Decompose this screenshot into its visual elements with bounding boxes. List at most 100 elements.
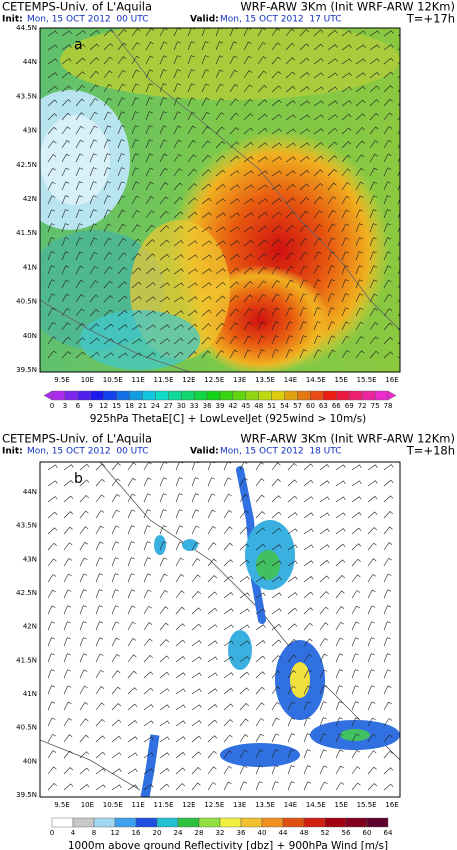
wind-barb [255, 592, 266, 599]
wind-barb [351, 669, 359, 679]
wind-barb [131, 125, 139, 135]
colorbar-bin [177, 817, 200, 828]
wind-barb [103, 323, 114, 331]
wind-barb [367, 733, 377, 743]
wind-barb [79, 605, 87, 615]
wind-barb [285, 349, 293, 359]
wind-barb [287, 749, 295, 759]
wind-barb [299, 57, 310, 65]
wind-barb [255, 527, 266, 535]
wind-barb [127, 752, 138, 759]
wind-barb [111, 557, 119, 567]
wind-barb [335, 590, 345, 599]
wind-barb [355, 237, 363, 247]
wind-barb [351, 733, 360, 743]
wind-barb [255, 494, 265, 503]
wind-barb [243, 267, 254, 275]
lon-label: 10E [81, 801, 94, 809]
wind-barb [143, 752, 154, 759]
wind-barb [63, 558, 73, 567]
lon-label: 14E [284, 376, 297, 384]
wind-barb [271, 99, 282, 107]
wind-barb [223, 526, 233, 535]
lat-label: 40.5N [16, 298, 37, 306]
wind-barb [159, 268, 170, 275]
wind-barb [257, 335, 266, 345]
colorbar-tick: 64 [384, 829, 393, 837]
wind-barb [287, 560, 298, 567]
wind-barb [303, 733, 311, 743]
wind-barb [341, 154, 351, 163]
wind-barb [223, 687, 234, 695]
wind-barb [95, 557, 104, 567]
wind-barb [79, 463, 90, 471]
colorbar-tick: 28 [195, 829, 204, 837]
wind-barb [319, 701, 327, 711]
wind-barb [131, 139, 139, 149]
wind-barb [367, 527, 378, 535]
wind-barb [327, 29, 338, 37]
wind-barb [47, 574, 57, 583]
wind-barb [257, 128, 268, 135]
wind-barb [207, 735, 218, 743]
wind-barb [143, 573, 152, 583]
wind-barb [75, 209, 83, 219]
wind-barb [79, 495, 90, 503]
wind-barb [111, 494, 121, 503]
wind-barb [271, 307, 280, 317]
wind-barb [255, 718, 265, 727]
wind-barb [313, 100, 324, 107]
colorbar-bin [72, 817, 95, 828]
wind-barb [95, 573, 103, 583]
colorbar-tick: 36 [203, 402, 212, 410]
wind-barb [223, 703, 234, 711]
wind-barb [207, 766, 217, 775]
wind-barb [63, 669, 71, 679]
colorbar-tick: 48 [254, 402, 263, 410]
wind-barb [299, 128, 310, 135]
wind-barb [191, 541, 200, 551]
lat-label: 43N [23, 127, 37, 135]
wind-barb [313, 58, 324, 65]
wind-barb [145, 139, 153, 149]
wind-barb [313, 335, 321, 345]
wind-barb [271, 560, 282, 567]
wind-barb [367, 573, 376, 583]
wind-barb [159, 509, 167, 519]
map-frame [39, 461, 401, 798]
valid-label: Valid: [190, 15, 219, 25]
colorbar-tick: 40 [258, 829, 267, 837]
wind-barb [335, 496, 346, 503]
wind-barb [299, 86, 310, 93]
wind-barb [201, 126, 211, 135]
lon-label: 13.5E [255, 376, 275, 384]
lat-label: 42.5N [16, 589, 37, 597]
wind-barb [187, 323, 198, 331]
wind-barb [63, 464, 74, 471]
wind-barb [95, 784, 106, 791]
wind-barb [103, 195, 111, 205]
wind-barb [61, 223, 69, 233]
wind-barb [207, 688, 218, 695]
wind-barb [127, 687, 138, 695]
colorbar-tick: 63 [319, 402, 328, 410]
wind-barb [159, 97, 167, 107]
wind-barb [313, 43, 324, 51]
wind-barb [327, 141, 338, 149]
wind-barb [159, 125, 167, 135]
colorbar-tick: 60 [306, 402, 315, 410]
wind-barb [61, 351, 72, 359]
wind-barb [111, 670, 121, 679]
wind-barb [285, 28, 295, 37]
wind-barb [229, 240, 240, 247]
wind-barb [215, 112, 225, 121]
wind-barb [47, 223, 55, 233]
wind-barb [383, 98, 393, 107]
wind-barb [383, 337, 393, 345]
wind-barb [159, 182, 169, 191]
wind-barb [159, 111, 167, 121]
wind-barb [47, 750, 57, 759]
wind-barb [61, 99, 72, 107]
wind-barb [383, 139, 392, 149]
wind-barb [79, 589, 87, 599]
